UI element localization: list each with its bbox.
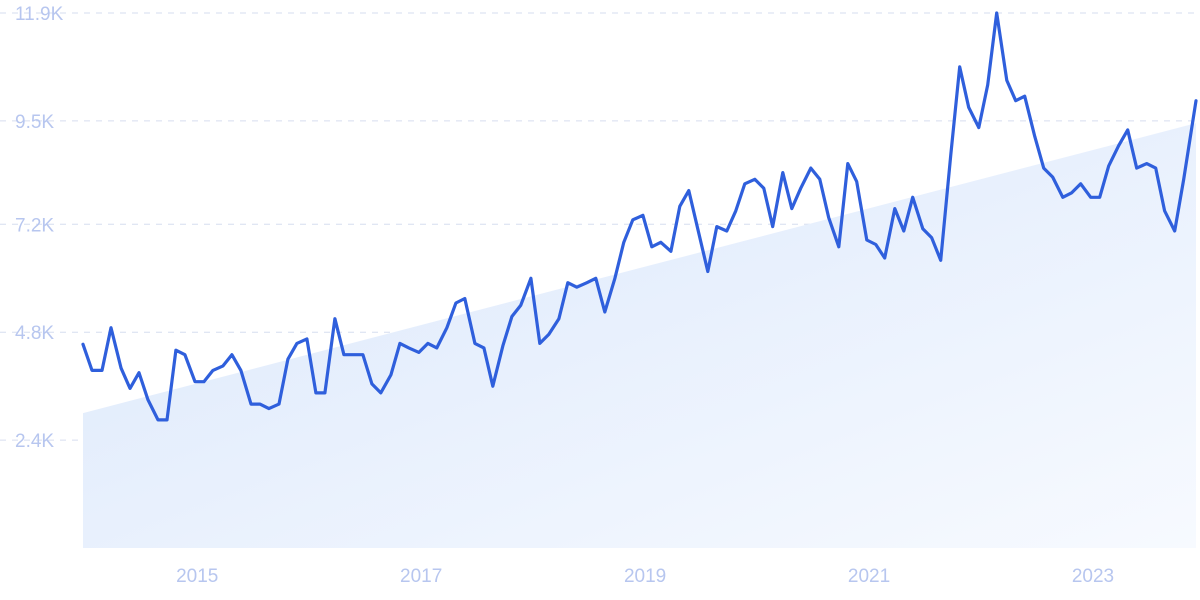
x-tick-label: 2017: [400, 566, 442, 587]
y-tick-label: 2.4K: [15, 431, 54, 452]
y-tick-label: 11.9K: [15, 4, 64, 25]
y-tick-label: 4.8K: [15, 323, 54, 344]
trend-area-fill: [83, 123, 1196, 548]
trend-area: [83, 123, 1196, 548]
series-layer: [81, 11, 1198, 422]
x-tick-label: 2021: [848, 566, 890, 587]
series-line: [81, 11, 1198, 422]
y-tick-label: 9.5K: [15, 112, 54, 133]
axis-labels: 2.4K 4.8K 7.2K 9.5K 11.9K 2015 2017 2019 2021 202…: [15, 4, 1114, 587]
y-tick-label: 7.2K: [15, 215, 54, 236]
x-tick-label: 2015: [176, 566, 218, 587]
x-tick-label: 2023: [1072, 566, 1114, 587]
x-tick-label: 2019: [624, 566, 666, 587]
